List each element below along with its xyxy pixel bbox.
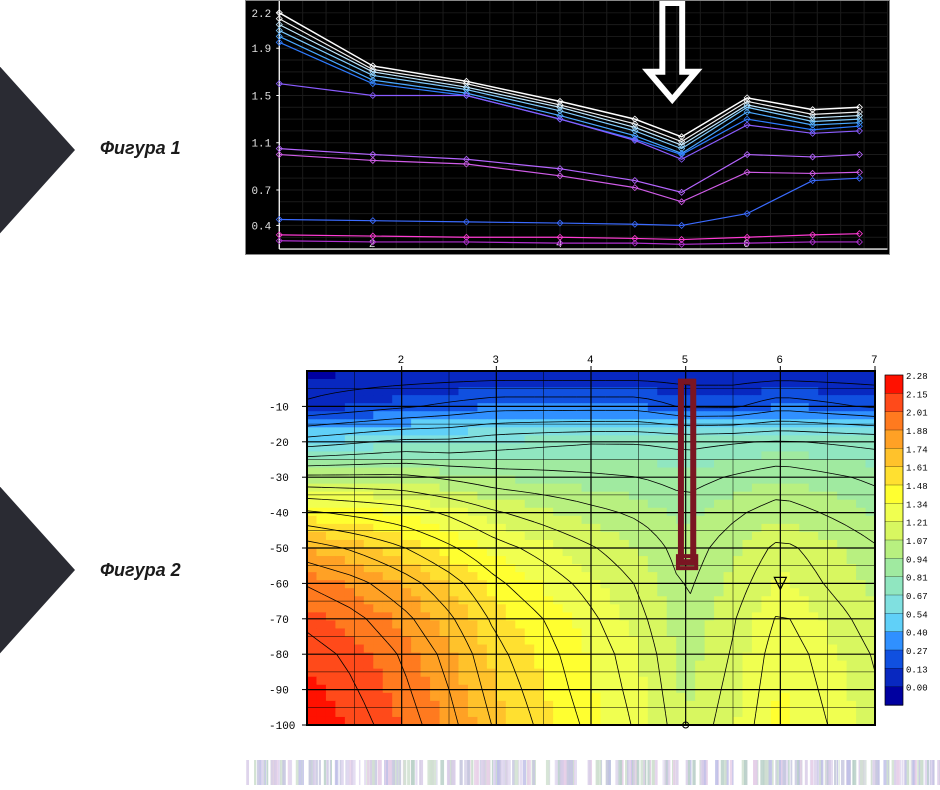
svg-text:0.00: 0.00: [906, 684, 928, 694]
svg-text:1.88: 1.88: [906, 427, 928, 437]
svg-text:0.7: 0.7: [251, 186, 271, 198]
svg-text:1.34: 1.34: [906, 500, 928, 510]
pointer-wedge-2: [0, 470, 75, 670]
svg-text:2.28: 2.28: [906, 372, 928, 382]
svg-text:-10: -10: [269, 402, 289, 414]
pointer-wedge-1: [0, 50, 75, 250]
svg-text:-40: -40: [269, 509, 289, 521]
svg-text:3: 3: [492, 355, 499, 367]
svg-text:0.54: 0.54: [906, 610, 928, 620]
svg-text:1.9: 1.9: [251, 44, 271, 56]
svg-text:6: 6: [776, 355, 783, 367]
svg-text:7: 7: [871, 355, 878, 367]
figure-2-label: Фигура 2: [100, 560, 181, 581]
svg-text:-20: -20: [269, 438, 289, 450]
svg-text:-70: -70: [269, 615, 289, 627]
svg-text:1.5: 1.5: [251, 91, 271, 103]
svg-text:2.01: 2.01: [906, 409, 928, 419]
svg-text:0.94: 0.94: [906, 555, 928, 565]
svg-text:1.21: 1.21: [906, 519, 928, 529]
svg-text:0.67: 0.67: [906, 592, 928, 602]
svg-text:0.40: 0.40: [906, 629, 928, 639]
svg-text:1.07: 1.07: [906, 537, 928, 547]
svg-text:2.2: 2.2: [251, 9, 271, 21]
svg-text:-30: -30: [269, 473, 289, 485]
heatmap-figure-2: 2 3 4 5 6 7 -10 -20 -30 -40 -50 -60 -70 -80 -90 -100 2.2…: [245, 345, 940, 740]
svg-text:1.74: 1.74: [906, 445, 928, 455]
svg-text:1.1: 1.1: [251, 139, 271, 151]
svg-text:-60: -60: [269, 579, 289, 591]
svg-text:0.27: 0.27: [906, 647, 928, 657]
svg-text:2: 2: [398, 355, 405, 367]
noise-strip: [245, 760, 940, 785]
svg-text:-90: -90: [269, 686, 289, 698]
svg-text:1.61: 1.61: [906, 464, 928, 474]
svg-text:-80: -80: [269, 650, 289, 662]
svg-text:5: 5: [682, 355, 689, 367]
svg-text:0.81: 0.81: [906, 574, 928, 584]
figure-1-label: Фигура 1: [100, 138, 181, 159]
svg-text:-100: -100: [269, 721, 295, 733]
svg-text:2.15: 2.15: [906, 390, 928, 400]
svg-text:-50: -50: [269, 544, 289, 556]
svg-text:1.48: 1.48: [906, 482, 928, 492]
svg-text:0.13: 0.13: [906, 665, 928, 675]
svg-text:0.4: 0.4: [251, 221, 271, 233]
line-chart-figure-1: 0.40.71.11.51.92.2246: [245, 0, 890, 255]
svg-text:4: 4: [587, 355, 594, 367]
